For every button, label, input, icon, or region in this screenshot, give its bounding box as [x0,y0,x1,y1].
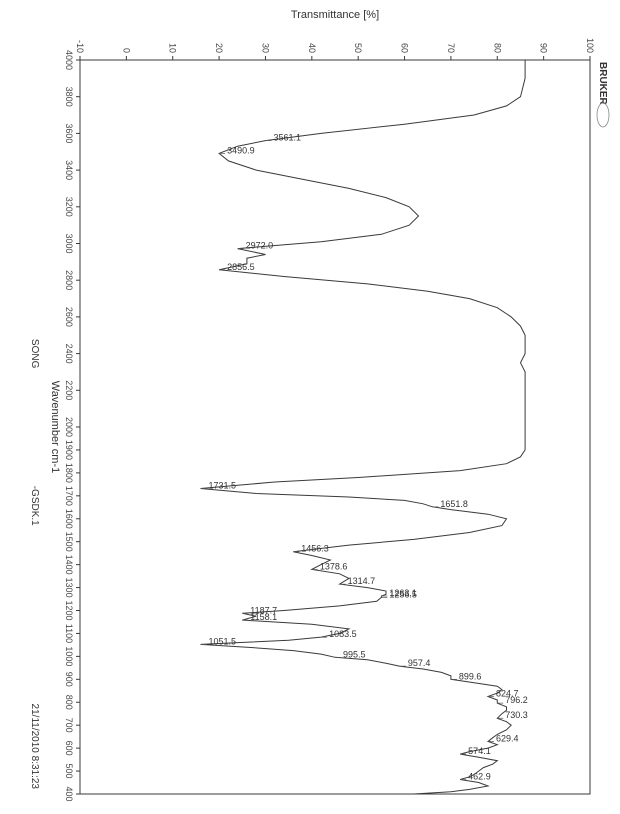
x-tick-label: 2600 [64,307,74,327]
x-tick-label: 3600 [64,123,74,143]
x-tick-label: 1800 [64,463,74,483]
scan-datetime: 21/11/2010 8:31:23 [29,704,40,790]
y-tick-label: 0 [121,48,131,53]
peak-label: 629.4 [496,733,519,743]
x-tick-label: 3400 [64,160,74,180]
y-tick-label: 60 [400,43,410,53]
instrument-brand: BRUKER [597,62,608,106]
x-tick-label: 1200 [64,600,74,620]
y-tick-label: 70 [446,43,456,53]
x-tick-label: 1300 [64,578,74,598]
x-tick-label: 600 [64,741,74,756]
peak-label: 3561.1 [273,133,301,143]
brand-logo-icon [597,103,609,127]
peak-label: 1314.7 [348,576,376,586]
x-tick-label: 1900 [64,440,74,460]
x-tick-label: 400 [64,786,74,801]
peak-label: 1378.6 [320,562,348,572]
chart-rotated-canvas: -10 0 10 20 30 40 50 60 70 80 90 100 Transmittance [… [0,0,620,814]
peak-label: 1263.1 [389,588,417,598]
peak-label: 1083.5 [329,629,357,639]
x-tick-label: 1100 [64,624,74,643]
x-axis-label: Wavenumber cm-1 [49,381,61,474]
spectrum-trace [201,60,526,794]
x-tick-label: 1000 [64,646,74,666]
peak-label: 995.5 [343,649,366,659]
y-tick-label: 20 [214,43,224,53]
x-tick-label: 800 [64,695,74,710]
y-axis-label: Transmittance [%] [291,9,379,21]
plot-frame [80,60,590,794]
chart-wrapper: -10 0 10 20 30 40 50 60 70 80 90 100 Transmittance [… [0,0,620,814]
x-tick-label: 900 [64,672,74,687]
peak-label: 1731.5 [209,481,237,491]
peak-label: 462.9 [468,772,491,782]
page: -10 0 10 20 30 40 50 60 70 80 90 100 Transmittance [… [0,0,620,814]
peak-label: 730.3 [505,710,528,720]
x-tick-label: 4000 [64,50,74,70]
y-tick-label: 10 [168,43,178,53]
peak-label: 1051.5 [209,637,237,647]
x-tick-label: 1400 [64,555,74,575]
peak-label: 574.1 [468,746,491,756]
peak-label: 899.6 [459,671,482,681]
x-tick-label: 1700 [64,486,74,506]
x-tick-label: 2200 [64,380,74,400]
y-tick-label: 100 [585,38,595,53]
x-tick-label: 3000 [64,233,74,253]
x-tick-label: 500 [64,764,74,779]
x-tick-label: 1600 [64,509,74,529]
y-tick-label: 50 [353,43,363,53]
x-tick-label: 3200 [64,197,74,217]
x-tick-label: 1500 [64,532,74,552]
peak-label: 1456.3 [301,544,329,554]
peak-label: 1187.7 [250,605,277,615]
ir-spectrum-svg: -10 0 10 20 30 40 50 60 70 80 90 100 Transmittance [… [0,0,620,814]
peak-label: 957.4 [408,658,431,668]
x-tick-label: 700 [64,718,74,733]
peak-label: 2856.5 [227,262,255,272]
peak-label: 2972.0 [246,241,274,251]
sample-name: SONG [29,339,40,369]
x-tick-label: 2400 [64,344,74,364]
y-tick-label: -10 [75,40,85,53]
peak-label: 824.7 [496,689,519,699]
x-tick-label: 2800 [64,270,74,290]
scan-id: -GSDK.1 [29,486,40,526]
peak-label: 1651.8 [440,499,468,509]
y-tick-label: 90 [539,43,549,53]
x-tick-label: 2000 [64,417,74,437]
y-tick-label: 30 [260,43,270,53]
peak-label: 3490.9 [227,145,255,155]
y-tick-label: 80 [492,43,502,53]
y-tick-label: 40 [307,43,317,53]
x-tick-label: 3800 [64,87,74,107]
